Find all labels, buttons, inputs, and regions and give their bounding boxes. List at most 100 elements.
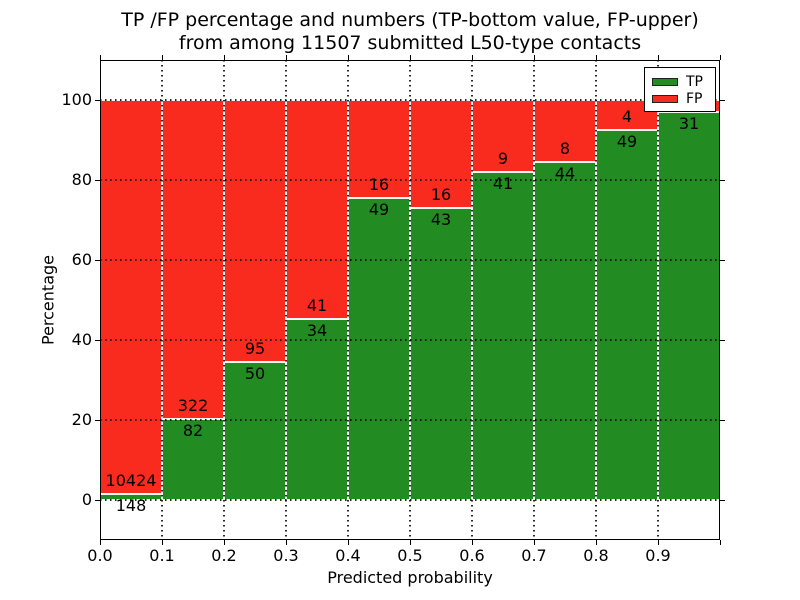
legend-row-fp: FP bbox=[652, 90, 715, 107]
y-tick-mark bbox=[95, 500, 100, 502]
chart-title-line2: from among 11507 submitted L50-type cont… bbox=[178, 32, 642, 54]
tp-legend-swatch-icon bbox=[652, 77, 678, 86]
x-tick-mark bbox=[658, 55, 660, 60]
chart-title-line1: TP /FP percentage and numbers (TP-bottom… bbox=[121, 9, 699, 31]
x-tick-label: 0.8 bbox=[583, 546, 609, 565]
x-tick-mark bbox=[720, 540, 722, 545]
legend-label-fp: FP bbox=[686, 90, 703, 107]
y-tick-label: 100 bbox=[61, 90, 92, 109]
plot-area: 10424 148 322 82 95 50 41 34 16 49 16 43 9 41 8 44 4 49 31… bbox=[39, 55, 725, 587]
y-tick-mark bbox=[95, 260, 100, 262]
fp-count-label: 95 bbox=[244, 339, 266, 358]
x-tick-label: 0.2 bbox=[211, 546, 237, 565]
fp-count-label: 41 bbox=[306, 295, 328, 315]
x-tick-mark bbox=[472, 540, 474, 545]
y-tick-label: 0 bbox=[81, 490, 92, 509]
x-tick-mark bbox=[286, 540, 288, 545]
y-tick-label: 40 bbox=[71, 330, 92, 349]
x-tick-mark bbox=[534, 55, 536, 60]
x-tick-label: 0.0 bbox=[87, 546, 113, 565]
fp-count-label: 16 bbox=[368, 175, 390, 195]
v-gridline bbox=[533, 60, 535, 540]
v-gridline bbox=[285, 60, 287, 540]
tp-bar-segment bbox=[410, 208, 472, 500]
y-tick-mark bbox=[720, 260, 725, 262]
x-tick-mark bbox=[410, 540, 412, 545]
tp-bar-segment bbox=[286, 318, 348, 500]
tp-count-label: 82 bbox=[182, 420, 204, 440]
v-gridline bbox=[347, 60, 349, 540]
y-tick-label: 60 bbox=[71, 250, 92, 269]
x-tick-mark bbox=[658, 540, 660, 545]
x-tick-label: 0.6 bbox=[459, 546, 485, 565]
x-tick-mark bbox=[162, 55, 164, 60]
fp-count-label: 4 bbox=[621, 107, 633, 126]
x-tick-mark bbox=[100, 55, 102, 60]
tp-bar-segment bbox=[658, 112, 720, 500]
y-tick-mark bbox=[720, 420, 725, 422]
tp-bar-segment bbox=[534, 161, 596, 500]
y-tick-label: 80 bbox=[71, 170, 92, 189]
v-gridline bbox=[223, 60, 225, 540]
x-tick-mark bbox=[348, 540, 350, 545]
y-tick-mark bbox=[720, 500, 725, 502]
x-axis-label: Predicted probability bbox=[327, 568, 493, 587]
fp-bar-segment bbox=[224, 100, 286, 362]
x-tick-label: 0.1 bbox=[149, 546, 175, 565]
fp-count-label: 16 bbox=[430, 185, 452, 205]
fp-count-label: 10424 bbox=[105, 471, 157, 491]
tp-count-label: 50 bbox=[244, 364, 266, 383]
tp-bar-segment bbox=[472, 172, 534, 500]
v-gridline bbox=[161, 60, 163, 540]
fp-count-label: 8 bbox=[559, 138, 571, 158]
tp-count-label: 43 bbox=[430, 210, 452, 230]
fp-bar-segment bbox=[348, 100, 410, 199]
v-gridline bbox=[471, 60, 473, 540]
legend: TP FP bbox=[644, 67, 716, 112]
x-tick-mark bbox=[100, 540, 102, 545]
x-tick-mark bbox=[720, 55, 722, 60]
v-gridline bbox=[657, 60, 659, 540]
v-gridline bbox=[409, 60, 411, 540]
y-tick-mark bbox=[95, 340, 100, 342]
y-tick-mark bbox=[95, 100, 100, 102]
tp-bar-segment bbox=[348, 198, 410, 500]
y-axis-label: Percentage bbox=[38, 254, 58, 346]
tp-count-label: 49 bbox=[616, 132, 638, 151]
x-tick-mark bbox=[534, 540, 536, 545]
fp-count-label: 9 bbox=[497, 149, 509, 168]
tp-count-label: 44 bbox=[554, 163, 576, 183]
fp-bar-segment bbox=[100, 100, 162, 495]
fp-legend-swatch-icon bbox=[652, 94, 678, 103]
y-tick-mark bbox=[95, 180, 100, 182]
x-tick-label: 0.7 bbox=[521, 546, 547, 565]
x-tick-label: 0.5 bbox=[397, 546, 423, 565]
v-gridline bbox=[595, 60, 597, 540]
x-tick-label: 0.9 bbox=[645, 546, 671, 565]
x-tick-mark bbox=[162, 540, 164, 545]
tp-count-label: 41 bbox=[492, 174, 514, 193]
x-tick-mark bbox=[596, 540, 598, 545]
tp-count-label: 34 bbox=[306, 320, 328, 340]
tp-bar-segment bbox=[596, 130, 658, 500]
x-tick-mark bbox=[596, 55, 598, 60]
fp-bar-segment bbox=[286, 100, 348, 319]
y-tick-label: 20 bbox=[71, 410, 92, 429]
chart-title: TP /FP percentage and numbers (TP-bottom… bbox=[100, 9, 720, 55]
y-tick-mark bbox=[720, 180, 725, 182]
x-tick-mark bbox=[224, 540, 226, 545]
x-tick-mark bbox=[224, 55, 226, 60]
legend-row-tp: TP bbox=[652, 73, 715, 90]
x-tick-mark bbox=[472, 55, 474, 60]
fp-count-label: 322 bbox=[177, 395, 209, 415]
legend-label-tp: TP bbox=[686, 73, 703, 90]
y-tick-mark bbox=[720, 100, 725, 102]
tp-count-label: 49 bbox=[368, 200, 390, 220]
y-tick-mark bbox=[720, 340, 725, 342]
x-tick-mark bbox=[348, 55, 350, 60]
y-tick-mark bbox=[95, 420, 100, 422]
tp-count-label: 31 bbox=[678, 114, 700, 134]
x-tick-mark bbox=[410, 55, 412, 60]
tp-count-label: 148 bbox=[115, 496, 147, 516]
